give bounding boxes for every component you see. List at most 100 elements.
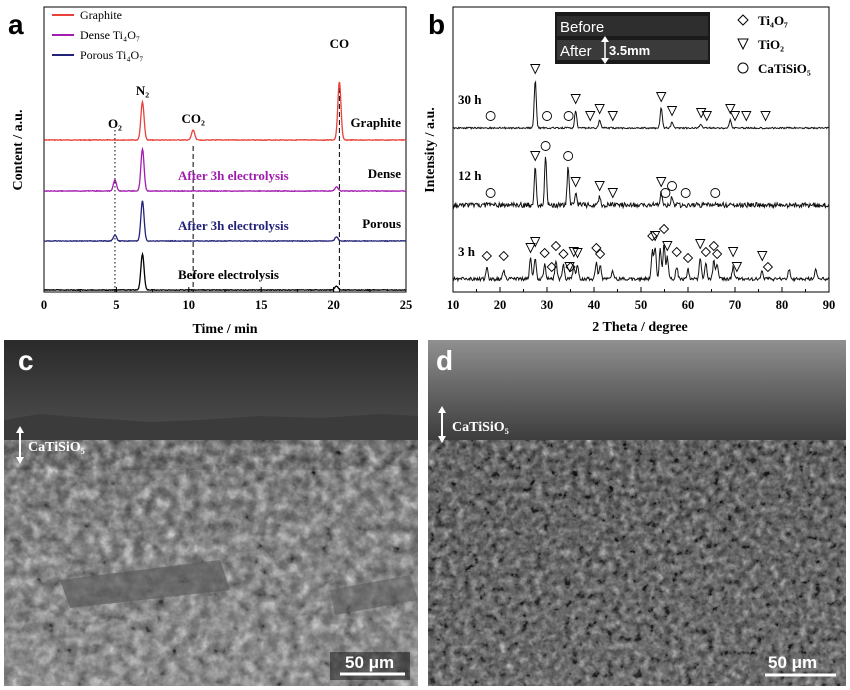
chart-a-series-label: Porous [362,216,401,231]
chart-b-series-label: 30 h [458,92,482,107]
chart-b-marker-diamond [481,250,492,262]
chart-b-marker-diamond [671,246,682,258]
chart-b-marker-triangle [570,94,581,105]
chart-b-legend-label: Ti₄O₇ [758,13,788,28]
chart-b-marker-triangle [530,237,541,248]
chart-b-series-line [452,156,830,210]
chart-b-marker-triangle [649,231,661,242]
chart-a-xtick-label: 10 [183,298,196,312]
chart-b-marker-diamond [708,240,719,252]
chart-b-marker-circle [563,151,574,161]
chart-a-xtick-label: 25 [400,298,413,312]
chart-a-series-line [43,81,407,142]
chart-b-legend-label: CaTiSiO₅ [758,61,811,76]
chart-a-series-label: Dense [368,166,401,181]
chart-b-marker-triangle [662,241,673,252]
chart-a-series-line [43,200,407,243]
chart-b-marker-diamond [539,247,550,259]
chart-b-marker-triangle [525,243,536,254]
chart-b-marker-triangle [594,104,605,115]
panel-letter-b: b [428,9,445,40]
chart-b-xtick-label: 20 [494,298,507,312]
chart-b-xtick-label: 40 [588,298,601,312]
chart-b-marker-circle [660,188,671,198]
chart-b-marker-circle [485,188,496,198]
chart-b-marker-triangle [568,247,580,258]
chart-a-series-line [43,146,407,193]
chart-a-peak-label: O₂ [108,116,122,131]
chart-b-marker-diamond [546,261,557,273]
chart-b-legend-label: TiO₂ [758,37,784,52]
chart-a-peak-label: N₂ [136,83,149,98]
sem-c-scale-label: 50 μm [345,653,394,672]
chart-b-marker-circle [680,188,691,198]
chart-b-marker-diamond [700,246,711,258]
chart-b-marker-triangle [530,64,541,75]
inset-after-label: After [560,43,592,60]
chart-a-legend: Graphite Dense Ti₄O₇ Porous Ti₄O₇ [52,8,143,62]
chart-b-marker-diamond [682,252,694,264]
chart-b-marker-triangle [731,262,743,273]
sem-d-label: CaTiSiO₅ [452,420,509,435]
chart-b-series-label: 3 h [458,244,476,259]
chart-b-marker-triangle [530,151,541,162]
chart-b-xtick-label: 90 [823,298,836,312]
inset-before-label: Before [560,19,604,36]
chart-b-marker-diamond [498,250,509,262]
sem-image-c: c CaTiSiO₅ 50 μm [4,340,418,686]
chart-b-marker-circle [485,111,496,121]
chart-b-legend-marker [737,14,749,26]
chart-b-marker-triangle [757,251,768,262]
chart-a-xtick-label: 5 [113,298,119,312]
sem-c-label: CaTiSiO₅ [28,440,85,455]
chart-b-marker-diamond [558,248,569,260]
chart-a-series-note: After 3h electrolysis [178,218,289,233]
chart-b-xtick-label: 60 [682,298,695,312]
chart-a-series-note: After 3h electrolysis [178,168,289,183]
chart-b-marker-triangle [666,106,678,117]
chart-b-marker-diamond [591,242,602,254]
chart-b-marker-triangle [570,177,581,188]
chart-b-series-line [452,80,829,130]
chart-b-marker-triangle [564,262,575,273]
chart-b-legend: Ti₄O₇ TiO₂ CaTiSiO₅ [737,13,811,76]
chart-b-marker-triangle [572,248,583,259]
chart-a-legend-label: Graphite [80,8,122,22]
chart-b-marker-triangle [760,111,771,122]
chart-b-legend-marker [737,38,749,51]
chart-b-marker-circle [540,141,551,151]
chart-b-marker-triangle [607,188,619,199]
chart-a: 0 5 10 15 20 25 Graphite Dense After 3h electro… [11,6,413,337]
chart-b-marker-triangle [655,177,667,188]
chart-b-xtick-label: 70 [729,298,742,312]
chart-b-marker-circle [710,188,721,198]
chart-b-marker-triangle [729,111,741,122]
sem-d-scale-label: 50 μm [768,653,817,672]
chart-b-marker-diamond [712,248,723,260]
chart-b-xtick-label: 10 [447,298,460,312]
chart-b-marker-triangle [655,92,667,103]
panel-letter-d: d [436,345,453,376]
chart-b-inset-photo: Before After 3.5mm [555,12,710,64]
chart-b-series-label: 12 h [458,168,482,183]
chart-a-ylabel: Content / a.u. [11,110,26,191]
chart-a-peak-label: CO₂ [181,111,205,126]
chart-b-marker-triangle [594,181,605,192]
panel-letter-c: c [18,345,34,376]
chart-b-ylabel: Intensity / a.u. [423,107,438,193]
chart-a-xlabel: Time / min [192,322,257,337]
chart-a-series-line [43,251,406,292]
chart-a-peak-label: CO [330,36,350,51]
chart-b-marker-triangle [701,111,713,122]
chart-a-xtick-label: 15 [255,298,268,312]
chart-b-marker-diamond [658,223,670,235]
chart-b-marker-triangle [741,111,752,122]
chart-b-marker-circle [542,111,552,121]
chart-b-marker-circle [563,111,574,121]
chart-a-xtick-label: 0 [41,298,47,312]
chart-a-series-label: Graphite [350,115,401,130]
chart-b-marker-triangle [727,247,739,258]
chart-b: 10 20 30 40 50 60 70 80 90 30 h 12 h 3 h Ti₄O₇ TiO₂… [423,6,836,335]
chart-b-xtick-label: 30 [541,298,554,312]
